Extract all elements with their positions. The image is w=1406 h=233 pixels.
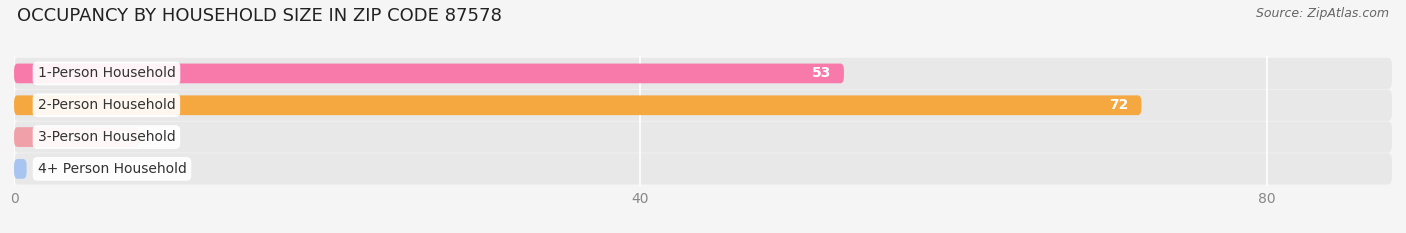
FancyBboxPatch shape	[14, 159, 27, 179]
Text: 4+ Person Household: 4+ Person Household	[38, 162, 187, 176]
FancyBboxPatch shape	[14, 127, 139, 147]
Text: Source: ZipAtlas.com: Source: ZipAtlas.com	[1256, 7, 1389, 20]
FancyBboxPatch shape	[14, 95, 1142, 115]
Text: 8: 8	[117, 130, 127, 144]
Text: OCCUPANCY BY HOUSEHOLD SIZE IN ZIP CODE 87578: OCCUPANCY BY HOUSEHOLD SIZE IN ZIP CODE …	[17, 7, 502, 25]
FancyBboxPatch shape	[14, 64, 844, 83]
FancyBboxPatch shape	[14, 153, 1392, 185]
Text: 1-Person Household: 1-Person Household	[38, 66, 176, 80]
Text: 72: 72	[1109, 98, 1129, 112]
FancyBboxPatch shape	[14, 58, 1392, 89]
Text: 3-Person Household: 3-Person Household	[38, 130, 176, 144]
Text: 53: 53	[813, 66, 831, 80]
FancyBboxPatch shape	[14, 90, 1392, 121]
Text: 0: 0	[38, 162, 48, 176]
Text: 2-Person Household: 2-Person Household	[38, 98, 176, 112]
FancyBboxPatch shape	[14, 121, 1392, 153]
